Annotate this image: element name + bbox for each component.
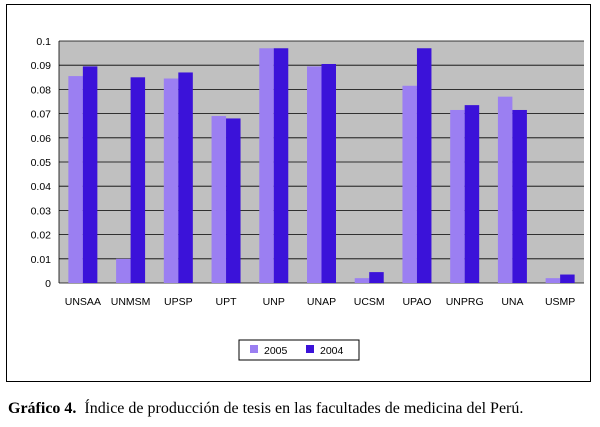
bar-2005-upt [211,116,227,284]
x-tick-label: UCSM [354,296,385,308]
x-tick-label: UNA [501,296,523,308]
bar-chart: 0 0.01 0.02 0.03 0.04 0.05 0.06 0.07 0.08 0.09 0.1… [31,36,584,361]
bar-2004-unmsm [130,77,146,283]
bar-2005-usmp [545,278,561,283]
y-tick-label: 0.08 [31,84,52,96]
figure-caption: Gráfico 4. Índice de producción de tesis… [8,400,598,418]
x-tick-label: UNP [263,296,285,308]
y-tick-label: 0.07 [31,109,52,121]
caption-text: Índice de producción de tesis en las fac… [84,400,524,417]
bar-2005-unprg [450,109,465,283]
x-tick-label: UPSP [164,296,193,308]
y-axis-ticks: 0 0.01 0.02 0.03 0.04 0.05 0.06 0.07 0.08 0.09 0.1 [31,36,52,290]
bar-2004-upt [226,118,241,283]
y-tick-label: 0.03 [31,205,52,217]
y-tick-label: 0.09 [31,60,52,72]
y-tick-label: 0 [45,278,51,290]
x-tick-label: UNSAA [65,296,101,308]
legend-swatch-2005 [250,345,258,353]
x-tick-label: USMP [545,296,575,308]
legend-swatch-2004 [306,345,314,353]
y-tick-label: 0.04 [31,181,52,193]
x-tick-label: UNAP [307,296,336,308]
y-tick-label: 0.06 [31,133,52,145]
legend-label-2005: 2005 [264,345,288,357]
bar-2005-upsp [163,78,179,283]
bar-2004-unprg [464,105,480,283]
y-tick-label: 0.02 [31,230,52,242]
bar-2005-unp [259,48,274,284]
legend: 2005 2004 [238,339,360,361]
x-tick-label: UPAO [402,296,431,308]
y-tick-label: 0.1 [36,36,51,48]
x-tick-label: UPT [216,296,238,308]
legend-label-2004: 2004 [320,345,344,357]
bar-2004-ucsm [369,272,384,283]
bar-2005-unsaa [68,76,83,283]
bar-2004-upsp [178,72,193,284]
y-tick-label: 0.01 [31,254,52,266]
legend-box [238,339,360,361]
bar-2004-unsaa [82,66,98,283]
x-axis-ticks: UNSAA UNMSM UPSP UPT UNP UNAP UCSM UPAO UNPRG UNA… [65,296,576,308]
chart-frame: 0 0.01 0.02 0.03 0.04 0.05 0.06 0.07 0.08 0.09 0.1… [6,4,591,382]
bar-2004-upao [416,48,432,284]
bars [68,48,575,284]
bar-2004-una [512,109,527,283]
x-tick-label: UNPRG [446,296,484,308]
bar-2004-usmp [560,274,575,283]
bar-2005-ucsm [354,278,370,283]
bar-2005-unmsm [116,258,131,283]
bar-2004-unp [273,48,289,284]
bar-2005-una [497,96,513,283]
caption-label: Gráfico 4. [8,400,77,417]
bar-2005-upao [402,85,417,284]
bar-2004-unap [321,63,336,283]
bar-2005-unap [307,66,322,283]
x-tick-label: UNMSM [111,296,151,308]
y-tick-label: 0.05 [31,157,52,169]
